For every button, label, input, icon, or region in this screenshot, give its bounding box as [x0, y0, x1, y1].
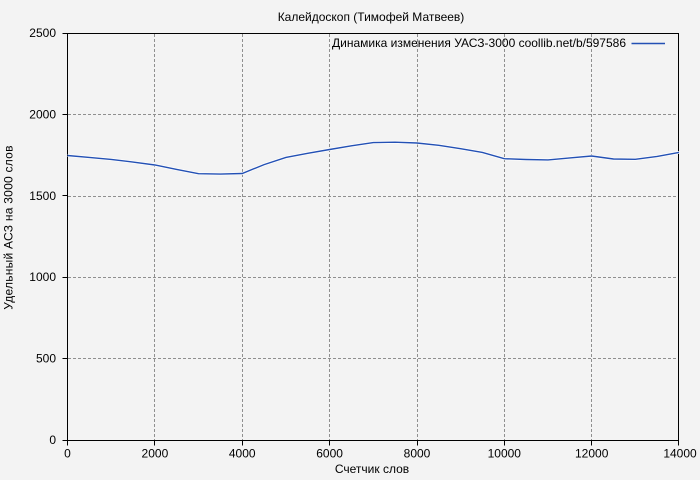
svg-text:Удельный АСЗ на 3000 слов: Удельный АСЗ на 3000 слов — [1, 145, 15, 309]
svg-text:12000: 12000 — [575, 447, 609, 461]
svg-text:8000: 8000 — [404, 447, 431, 461]
svg-text:0: 0 — [49, 433, 56, 447]
svg-text:2000: 2000 — [29, 107, 56, 121]
svg-text:500: 500 — [36, 352, 56, 366]
svg-text:2000: 2000 — [142, 447, 169, 461]
svg-text:1000: 1000 — [29, 270, 56, 284]
svg-text:Счетчик слов: Счетчик слов — [335, 462, 409, 476]
svg-text:4000: 4000 — [229, 447, 256, 461]
svg-text:10000: 10000 — [488, 447, 522, 461]
svg-text:6000: 6000 — [316, 447, 343, 461]
svg-text:2500: 2500 — [29, 26, 56, 40]
svg-text:14000: 14000 — [663, 447, 697, 461]
svg-text:0: 0 — [64, 447, 71, 461]
svg-text:1500: 1500 — [29, 189, 56, 203]
svg-text:Калейдоскоп (Тимофей Матвеев): Калейдоскоп (Тимофей Матвеев) — [278, 10, 465, 24]
svg-text:Динамика изменения УАСЗ-3000 c: Динамика изменения УАСЗ-3000 coollib.net… — [332, 36, 626, 50]
